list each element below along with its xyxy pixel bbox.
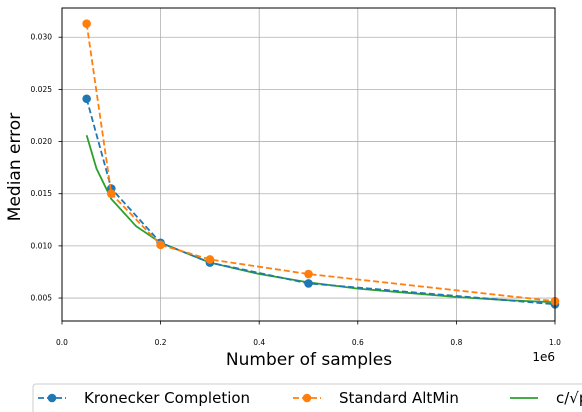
axis-ticks: 0.0 0.2 0.4 0.6 0.8 1.0 0.005 0.010 0.015 0.020 0.… bbox=[31, 33, 562, 347]
y-tick-label: 0.010 bbox=[31, 241, 53, 250]
y-tick-label: 0.015 bbox=[31, 189, 53, 198]
data-point-altmin bbox=[205, 255, 215, 264]
legend-label-kronecker: Kronecker Completion bbox=[84, 389, 250, 407]
series-line-fit bbox=[85, 135, 556, 304]
y-tick-label: 0.030 bbox=[31, 33, 53, 42]
series-layer bbox=[82, 19, 560, 309]
legend-label-altmin: Standard AltMin bbox=[339, 389, 459, 407]
x-tick-label: 0.0 bbox=[56, 338, 68, 347]
legend-marker-altmin bbox=[302, 393, 312, 403]
legend: Kronecker Completion Standard AltMin c/√p bbox=[32, 383, 582, 412]
data-point-altmin bbox=[107, 189, 116, 199]
y-tick-label: 0.020 bbox=[31, 137, 53, 146]
x-tick-label: 0.2 bbox=[155, 338, 167, 347]
data-point-kronecker bbox=[82, 94, 91, 104]
x-tick-label: 0.4 bbox=[253, 338, 265, 347]
data-point-altmin bbox=[304, 269, 313, 279]
x-tick-label: 0.8 bbox=[450, 338, 462, 347]
x-axis-offset-label: 1e6 bbox=[532, 350, 555, 364]
y-tick-label: 0.025 bbox=[31, 85, 53, 94]
y-tick-label: 0.005 bbox=[31, 294, 53, 303]
legend-marker-kronecker bbox=[47, 393, 57, 403]
data-point-altmin bbox=[156, 240, 165, 250]
series-line-kronecker bbox=[85, 98, 556, 306]
data-point-kronecker bbox=[304, 279, 313, 288]
y-axis-label: Median error bbox=[5, 113, 25, 221]
legend-label-fit: c/√p bbox=[556, 389, 582, 407]
data-point-altmin bbox=[82, 19, 91, 28]
legend-items: Kronecker Completion Standard AltMin c/√p bbox=[38, 389, 582, 407]
plot-area-frame bbox=[61, 7, 556, 322]
x-tick-label: 1.0 bbox=[549, 338, 561, 347]
series-line-altmin bbox=[85, 23, 556, 303]
grid-lines bbox=[61, 8, 556, 321]
x-axis-label: Number of samples bbox=[226, 350, 392, 370]
x-tick-label: 0.6 bbox=[352, 338, 364, 347]
